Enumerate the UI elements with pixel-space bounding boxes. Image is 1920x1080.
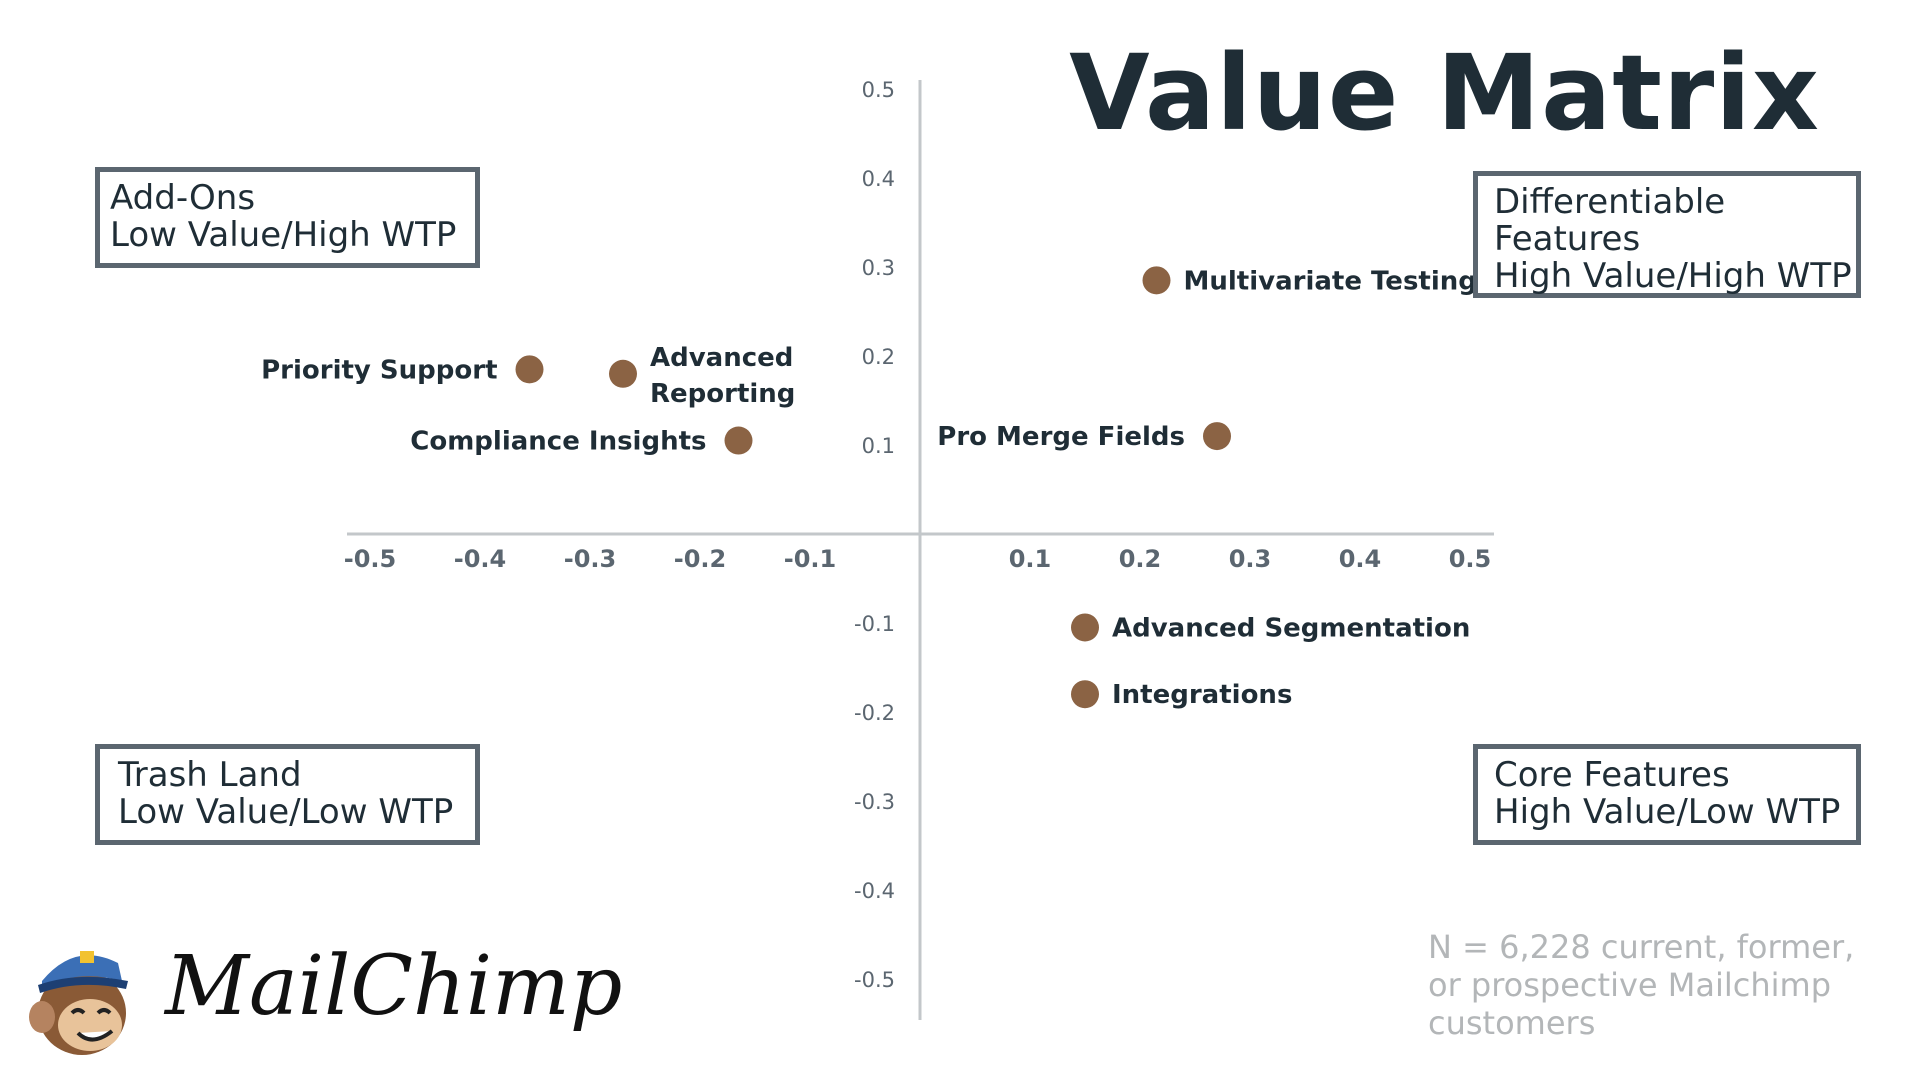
data-point-multivariate-testing — [1142, 266, 1171, 295]
data-label-priority-support: Priority Support — [261, 355, 497, 385]
data-label-multivariate-testing: Multivariate Testing — [1184, 266, 1477, 296]
y-tick-label: -0.5 — [854, 968, 895, 992]
x-tick-label: -0.3 — [564, 545, 616, 573]
quadrant-subtitle: Low Value/Low WTP — [118, 792, 454, 832]
data-point-advanced-reporting — [609, 359, 637, 388]
mailchimp-wordmark: MailChimp — [165, 939, 623, 1034]
quadrant-title: Trash Land — [118, 755, 302, 795]
y-tick-labels: 0.5 0.4 0.3 0.2 0.1 -0.1 -0.2 -0.3 -0.4 -0.5 — [854, 78, 895, 992]
data-label-integrations: Integrations — [1112, 680, 1292, 710]
y-tick-label: -0.1 — [854, 612, 895, 636]
x-tick-label: 0.2 — [1119, 545, 1162, 573]
y-tick-label: 0.2 — [862, 345, 895, 369]
x-tick-label: 0.3 — [1229, 545, 1272, 573]
quadrant-title-line2: Features — [1494, 219, 1641, 259]
y-tick-label: -0.4 — [854, 879, 895, 903]
data-label-compliance-insights: Compliance Insights — [410, 427, 706, 457]
quadrant-subtitle: High Value/Low WTP — [1494, 792, 1841, 832]
y-tick-label: 0.3 — [862, 256, 895, 280]
mailchimp-monkey-icon — [29, 951, 128, 1055]
data-label-advanced-segmentation: Advanced Segmentation — [1112, 613, 1470, 643]
data-label-advanced-reporting: Advanced Reporting — [650, 343, 795, 409]
quadrant-box-add-ons: Add-Ons Low Value/High WTP — [95, 167, 480, 268]
data-point-integrations — [1071, 680, 1099, 709]
quadrant-title: Differentiable — [1494, 182, 1726, 222]
mailchimp-logo: MailChimp — [20, 935, 622, 1065]
y-tick-label: 0.5 — [862, 78, 895, 102]
quadrant-box-core-features: Core Features High Value/Low WTP — [1473, 744, 1861, 845]
data-point-priority-support — [515, 355, 544, 384]
x-tick-labels: -0.5 -0.4 -0.3 -0.2 -0.1 0.1 0.2 0.3 0.4 0.5 — [344, 545, 1492, 573]
y-tick-label: 0.1 — [862, 434, 895, 458]
y-tick-label: 0.4 — [862, 167, 895, 191]
data-points: Multivariate Testing Priority Support Adva… — [261, 266, 1477, 710]
data-point-advanced-segmentation — [1071, 613, 1099, 642]
data-label-pro-merge-fields: Pro Merge Fields — [937, 422, 1185, 452]
quadrant-title: Core Features — [1494, 755, 1730, 795]
page-title: Value Matrix — [1069, 32, 1820, 154]
quadrant-subtitle: Low Value/High WTP — [110, 215, 457, 255]
data-point-pro-merge-fields — [1203, 422, 1231, 451]
x-tick-label: -0.2 — [674, 545, 726, 573]
x-tick-label: -0.5 — [344, 545, 396, 573]
quadrant-box-differentiable-features: Differentiable Features High Value/High … — [1473, 171, 1861, 298]
data-point-compliance-insights — [724, 426, 753, 455]
x-tick-label: -0.1 — [784, 545, 836, 573]
y-tick-label: -0.2 — [854, 701, 895, 725]
x-tick-label: 0.1 — [1009, 545, 1052, 573]
chart-axes — [347, 80, 1494, 1020]
sample-size-note: N = 6,228 current, former, or prospectiv… — [1428, 928, 1855, 1042]
quadrant-subtitle: High Value/High WTP — [1494, 256, 1852, 296]
x-tick-label: 0.4 — [1339, 545, 1382, 573]
y-tick-label: -0.3 — [854, 790, 895, 814]
quadrant-title: Add-Ons — [110, 178, 256, 218]
x-tick-label: 0.5 — [1449, 545, 1492, 573]
quadrant-box-trash-land: Trash Land Low Value/Low WTP — [95, 744, 480, 845]
x-tick-label: -0.4 — [454, 545, 506, 573]
